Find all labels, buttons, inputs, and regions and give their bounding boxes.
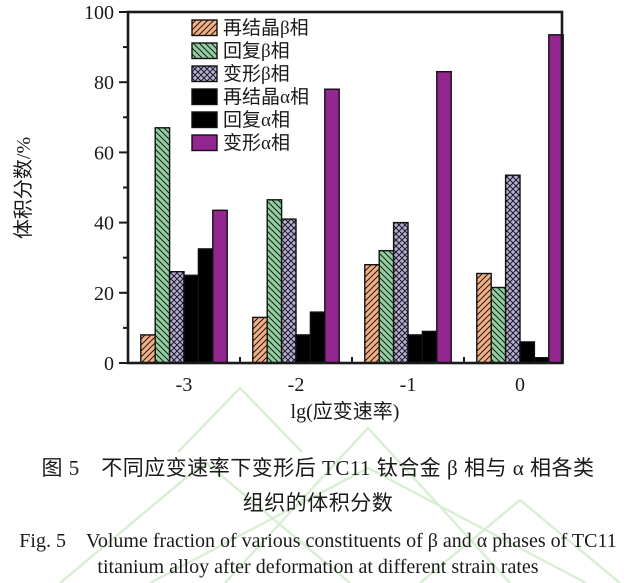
caption-en-line2: titanium alloy after deformation at diff… xyxy=(97,556,539,578)
svg-text:体积分数/%: 体积分数/% xyxy=(12,137,35,239)
svg-text:20: 20 xyxy=(94,283,114,305)
caption-en-line1: Fig. 5 Volume fraction of various consti… xyxy=(19,530,617,552)
svg-text:lg(应变速率): lg(应变速率) xyxy=(291,400,400,423)
caption-zh-line2: 组织的体积分数 xyxy=(242,491,394,515)
svg-text:变形α相: 变形α相 xyxy=(223,132,290,154)
svg-text:80: 80 xyxy=(94,72,114,94)
svg-text:-2: -2 xyxy=(288,374,305,396)
svg-text:100: 100 xyxy=(84,2,114,24)
svg-text:回复α相: 回复α相 xyxy=(223,109,290,131)
svg-text:-3: -3 xyxy=(176,374,193,396)
caption-zh-line1: 图 5 不同应变速率下变形后 TC11 钛合金 β 相与 α 相各类 xyxy=(41,456,595,480)
svg-text:0: 0 xyxy=(104,353,114,375)
svg-text:再结晶α相: 再结晶α相 xyxy=(223,86,309,108)
svg-text:再结晶β相: 再结晶β相 xyxy=(223,17,309,39)
svg-text:60: 60 xyxy=(94,142,114,164)
svg-text:变形β相: 变形β相 xyxy=(223,63,290,85)
svg-text:0: 0 xyxy=(515,374,525,396)
svg-text:40: 40 xyxy=(94,213,114,235)
svg-text:回复β相: 回复β相 xyxy=(223,40,290,62)
svg-text:-1: -1 xyxy=(400,374,417,396)
